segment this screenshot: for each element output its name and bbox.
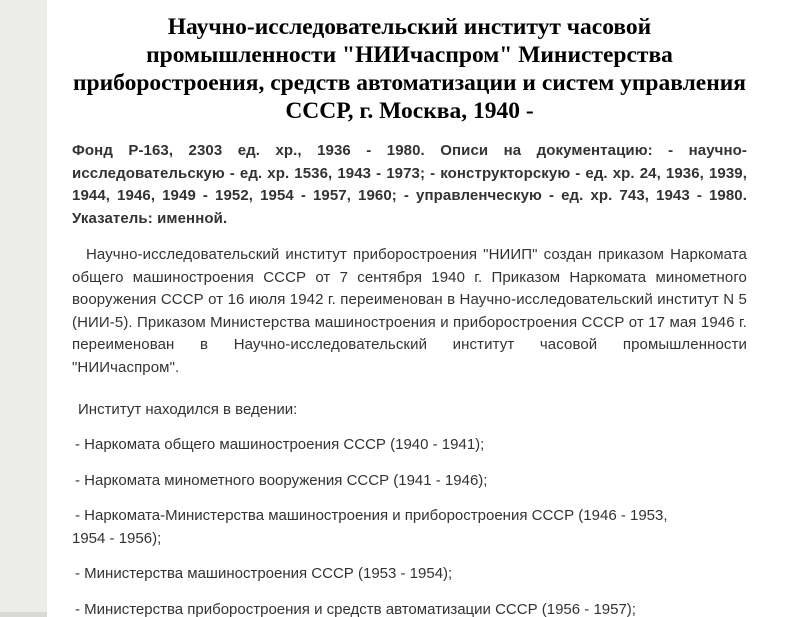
document-content: Научно-исследовательский институт часово… [47, 0, 808, 617]
subordination-item: - Наркомата-Министерства машиностроения … [72, 507, 668, 547]
subordination-item: - Министерства приборостроения и средств… [75, 600, 636, 617]
page-left-margin [0, 0, 47, 612]
subordination-item: - Наркомата общего машиностроения СССР (… [75, 436, 485, 453]
subordination-heading: Институт находился в ведении: [78, 401, 298, 418]
subordination-item: - Наркомата минометного вооружения СССР … [75, 471, 488, 489]
history-paragraph: Научно-исследовательский институт прибор… [72, 246, 747, 376]
fond-summary-paragraph: Фонд Р-163, 2303 ед. хр., 1936 - 1980. О… [72, 142, 747, 227]
subordination-list: - Наркомата общего машиностроения СССР (… [72, 434, 747, 617]
page-left-margin-bottom-edge [0, 612, 47, 617]
page-title: Научно-исследовательский институт часово… [73, 14, 746, 124]
subordination-item: - Министерства машиностроения СССР (1953… [75, 565, 453, 582]
